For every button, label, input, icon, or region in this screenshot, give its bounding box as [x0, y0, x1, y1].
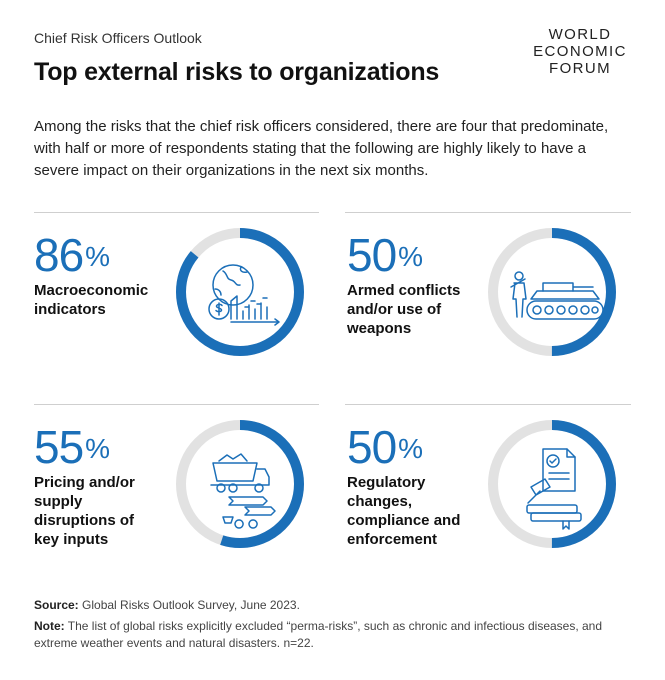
label-line: disruptions of [34, 512, 134, 529]
label-line: enforcement [347, 531, 438, 548]
truck-supply-icon [210, 453, 276, 529]
divider [345, 404, 631, 405]
percent-number: 50 [347, 229, 397, 281]
percent-sign: % [398, 241, 423, 272]
percent-sign: % [85, 433, 110, 464]
risk-label: Regulatory changes, compliance and enfor… [347, 473, 467, 549]
risk-label: Pricing and/or supply disruptions of key… [34, 473, 154, 549]
tank-soldier-icon [510, 271, 604, 320]
source-text: Global Risks Outlook Survey, June 2023. [78, 598, 300, 612]
page-title: Top external risks to organizations [34, 58, 440, 86]
percent-value: 55% [34, 421, 110, 473]
label-line: changes, [347, 493, 413, 510]
donut-armed-conflicts [488, 228, 616, 356]
percent-number: 50 [347, 421, 397, 473]
percent-number: 86 [34, 229, 84, 281]
footnote: Note: The list of global risks explicitl… [34, 618, 634, 652]
label-line: indicators [34, 301, 106, 318]
source-note: Source: Global Risks Outlook Survey, Jun… [34, 598, 300, 612]
ring-value [176, 420, 304, 548]
label-line: Armed conflicts [347, 282, 461, 299]
percent-value: 50% [347, 421, 423, 473]
source-label: Source: [34, 598, 79, 612]
label-line: compliance and [347, 512, 461, 529]
logo-line: WORLD [548, 26, 612, 43]
wef-logo: WORLD ECONOMIC FORUM [520, 26, 640, 77]
logo-line: FORUM [549, 60, 611, 77]
globe-dollar-chart-icon [208, 264, 280, 326]
kicker: Chief Risk Officers Outlook [34, 30, 202, 46]
label-line: weapons [347, 320, 412, 337]
donut-macroeconomic [176, 228, 304, 356]
ring-value [488, 228, 616, 356]
label-line: supply [34, 493, 83, 510]
label-line: and/or use of [347, 301, 442, 318]
percent-number: 55 [34, 421, 84, 473]
logo-line: ECONOMIC [533, 43, 627, 60]
donut-regulatory [488, 420, 616, 548]
ring-value [176, 228, 304, 356]
label-line: key inputs [34, 531, 109, 548]
risk-label: Macroeconomic indicators [34, 281, 154, 319]
percent-sign: % [85, 241, 110, 272]
note-label: Note: [34, 619, 65, 633]
note-text: The list of global risks explicitly excl… [34, 619, 603, 650]
label-line: Regulatory [347, 474, 426, 491]
label-line: Macroeconomic [34, 282, 149, 299]
percent-value: 86% [34, 229, 110, 281]
percent-sign: % [398, 433, 423, 464]
gavel-document-icon [526, 448, 582, 530]
percent-value: 50% [347, 229, 423, 281]
divider [34, 212, 319, 213]
intro-text: Among the risks that the chief risk offi… [34, 118, 609, 179]
risk-label: Armed conflicts and/or use of weapons [347, 281, 467, 338]
divider [345, 212, 631, 213]
donut-pricing-supply [176, 420, 304, 548]
ring-value [488, 420, 616, 548]
divider [34, 404, 319, 405]
label-line: Pricing and/or [34, 474, 135, 491]
